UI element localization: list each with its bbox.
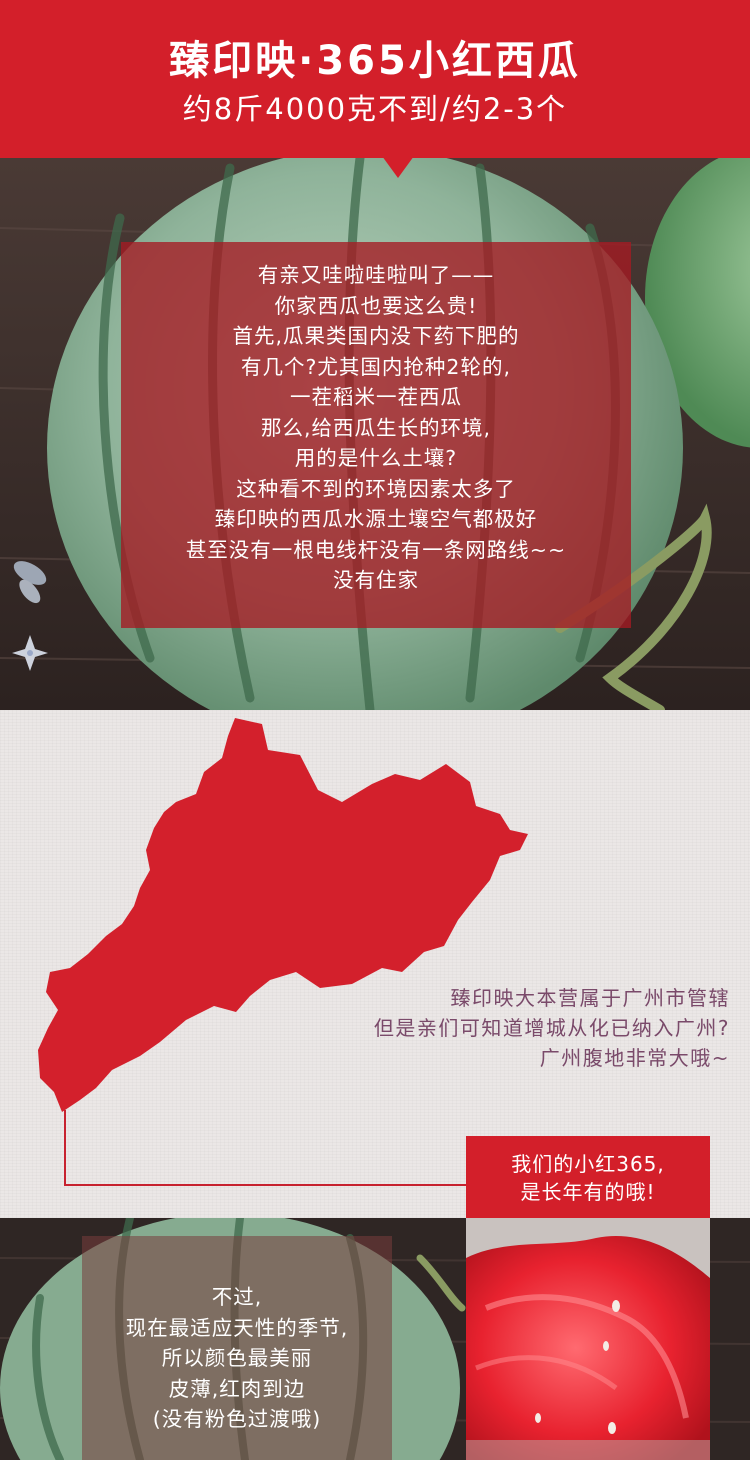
story-line: 一茬稻米一茬西瓜	[290, 385, 462, 409]
story-line: 这种看不到的环境因素太多了	[236, 476, 516, 501]
location-line: 广州腹地非常大哦~	[539, 1046, 730, 1070]
story-line: 甚至没有一根电线杆没有一条网路线~~	[185, 537, 567, 562]
story-line: 臻印映的西瓜水源土壤空气都极好	[214, 507, 538, 531]
story-line: 首先,瓜果类国内没下药下肥的	[232, 324, 520, 348]
story-text-box: 有亲又哇啦哇啦叫了—— 你家西瓜也要这么贵! 首先,瓜果类国内没下药下肥的 有几…	[121, 242, 631, 628]
season-line: 所以颜色最美丽	[161, 1346, 313, 1370]
story-line: 那么,给西瓜生长的环境,	[260, 415, 492, 440]
location-line: 但是亲们可知道增城从化已纳入广州?	[373, 1016, 730, 1040]
season-line: 不过,	[211, 1285, 263, 1309]
season-line: 皮薄,红肉到边	[168, 1376, 306, 1401]
location-description: 臻印映大本营属于广州市管辖 但是亲们可知道增城从化已纳入广州? 广州腹地非常大哦…	[250, 983, 730, 1073]
year-round-badge: 我们的小红365, 是长年有的哦!	[466, 1136, 710, 1218]
badge-line: 我们的小红365,	[511, 1152, 665, 1176]
season-line: (没有粉色过渡哦)	[152, 1407, 322, 1431]
map-section: 臻印映大本营属于广州市管辖 但是亲们可知道增城从化已纳入广州? 广州腹地非常大哦…	[0, 710, 750, 1218]
product-spec: 约8斤4000克不到/约2-3个	[182, 92, 568, 126]
season-line: 现在最适应天性的季节,	[125, 1315, 349, 1340]
story-line: 有几个?尤其国内抢种2轮的,	[241, 354, 511, 379]
season-text-box: 不过, 现在最适应天性的季节, 所以颜色最美丽 皮薄,红肉到边 (没有粉色过渡哦…	[82, 1236, 392, 1460]
location-line: 臻印映大本营属于广州市管辖	[450, 986, 730, 1010]
watermelon-photo-section: 有亲又哇啦哇啦叫了—— 你家西瓜也要这么贵! 首先,瓜果类国内没下药下肥的 有几…	[0, 158, 750, 710]
story-line: 用的是什么土壤?	[294, 446, 458, 470]
product-title: 臻印映·365小红西瓜	[169, 38, 581, 84]
flesh-image	[466, 1218, 710, 1460]
story-line: 有亲又哇啦哇啦叫了——	[257, 263, 495, 287]
header-pointer	[382, 156, 414, 178]
story-line: 没有住家	[333, 568, 419, 592]
connector-line-horizontal	[64, 1184, 466, 1186]
story-line: 你家西瓜也要这么贵!	[274, 293, 478, 318]
product-header: 臻印映·365小红西瓜 约8斤4000克不到/约2-3个	[0, 0, 750, 178]
badge-line: 是长年有的哦!	[520, 1180, 656, 1204]
guangzhou-map-shape	[38, 718, 528, 1112]
watermelon-flesh-photo	[466, 1218, 710, 1460]
connector-line-vertical	[64, 1110, 66, 1186]
